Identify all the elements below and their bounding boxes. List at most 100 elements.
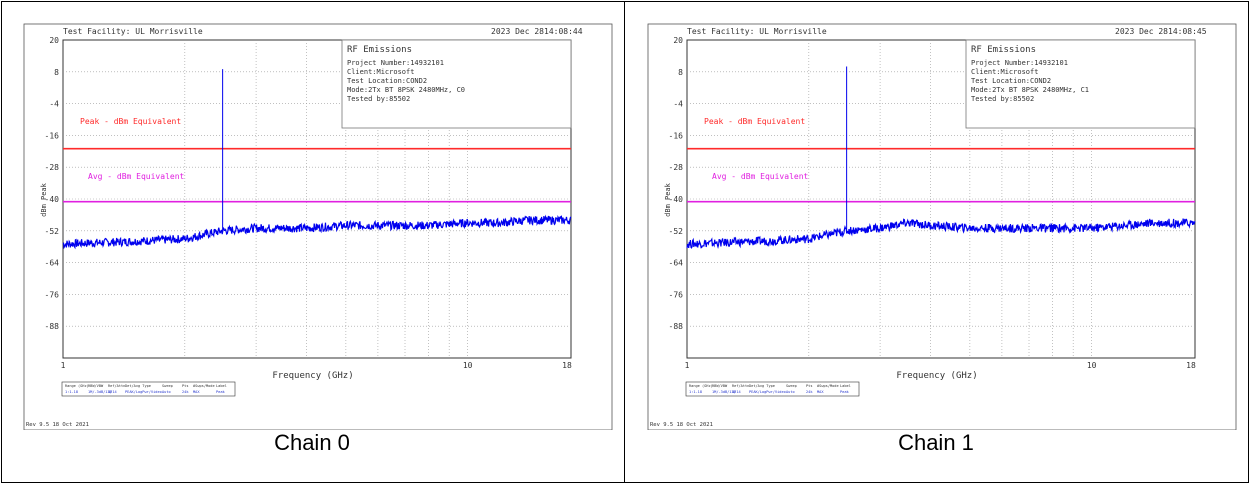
x-tick-label: 18 bbox=[1186, 361, 1196, 370]
chart-caption: Chain 0 bbox=[274, 430, 350, 455]
settings-value-label: Peak bbox=[840, 390, 849, 394]
info-box bbox=[341, 39, 572, 129]
x-tick-label: 1 bbox=[61, 361, 66, 370]
settings-header-det: Det/Avg Type bbox=[749, 384, 775, 388]
y-tick-label: -64 bbox=[669, 259, 684, 268]
y-tick-label: -40 bbox=[45, 195, 60, 204]
y-tick-label: -4 bbox=[49, 100, 59, 109]
footer-revision: Rev 9.5 18 Oct 2021 bbox=[650, 422, 713, 428]
header-date: 2023 Dec 28 bbox=[491, 27, 544, 36]
settings-value-sweep: Auto bbox=[162, 390, 171, 394]
settings-value-range: 1:1-18 bbox=[689, 390, 702, 394]
y-tick-label: -88 bbox=[669, 322, 684, 331]
y-tick-label: -64 bbox=[45, 259, 60, 268]
info-box bbox=[965, 39, 1196, 129]
info-tester: Tested by:85502 bbox=[971, 95, 1034, 103]
settings-value-label: Peak bbox=[216, 390, 225, 394]
y-axis-label: dBm Peak bbox=[40, 182, 48, 217]
settings-value-rbw: 1M/-3dB/13B bbox=[88, 390, 112, 394]
x-tick-label: 10 bbox=[463, 361, 473, 370]
settings-header-ref: Ref/Attn bbox=[108, 384, 125, 388]
info-mode: Mode:2Tx BT 8PSK 2480MHz, C0 bbox=[347, 86, 465, 94]
x-axis-label: Frequency (GHz) bbox=[272, 371, 353, 381]
settings-value-sweep: Auto bbox=[786, 390, 795, 394]
header-time: 14:08:45 bbox=[1168, 27, 1207, 36]
y-tick-label: -4 bbox=[673, 100, 683, 109]
settings-value-ref: 4/14 bbox=[732, 390, 741, 394]
settings-value-swps: MAX bbox=[817, 390, 824, 394]
settings-table: Range (GHz) RBW/VBW Ref/Attn Det/Avg Typ… bbox=[685, 381, 860, 397]
settings-value-rbw: 1M/-3dB/13B bbox=[712, 390, 736, 394]
spectrum-chart: 20 8 -4 -16 -28 -40 -52 -64 -76 -88 1 10 18 Test Fac… bbox=[647, 23, 1237, 430]
y-axis-label: dBm Peak bbox=[664, 182, 672, 217]
peak-limit-label: Peak - dBm Equivalent bbox=[704, 117, 805, 126]
settings-value-det: PEAK/LogPwr/Video bbox=[125, 390, 162, 394]
y-tick-label: -52 bbox=[669, 227, 684, 236]
chart-caption: Chain 1 bbox=[898, 430, 974, 455]
info-title: RF Emissions bbox=[971, 45, 1036, 55]
x-tick-label: 1 bbox=[685, 361, 690, 370]
settings-header-range: Range (GHz) bbox=[65, 384, 89, 388]
settings-header-sweep: Sweep bbox=[786, 384, 797, 388]
info-tester: Tested by:85502 bbox=[347, 95, 410, 103]
y-tick-label: -52 bbox=[45, 227, 60, 236]
settings-header-swps: #Swps/Mode bbox=[817, 384, 839, 388]
settings-header-swps: #Swps/Mode bbox=[193, 384, 215, 388]
peak-limit-label: Peak - dBm Equivalent bbox=[80, 117, 181, 126]
avg-limit-label: Avg - dBm Equivalent bbox=[712, 172, 809, 181]
measurement-trace bbox=[686, 218, 1196, 250]
y-tick-label: -28 bbox=[669, 163, 684, 172]
spectrum-chart: 20 8 -4 -16 -28 -40 -52 -64 -76 -88 1 10 18 Test Fac… bbox=[23, 23, 613, 430]
settings-header-pts: Pts bbox=[806, 384, 813, 388]
y-tick-label: -16 bbox=[45, 131, 60, 140]
y-tick-label: -40 bbox=[669, 195, 684, 204]
info-location: Test Location:COND2 bbox=[971, 77, 1051, 85]
avg-limit-label: Avg - dBm Equivalent bbox=[88, 172, 185, 181]
info-client: Client:Microsoft bbox=[971, 68, 1038, 76]
info-mode: Mode:2Tx BT 8PSK 2480MHz, C1 bbox=[971, 86, 1089, 94]
header-time: 14:08:44 bbox=[544, 27, 583, 36]
settings-header-rbw: RBW/VBW bbox=[88, 384, 104, 388]
settings-header-det: Det/Avg Type bbox=[125, 384, 151, 388]
chart-panel-chain-1: 20 8 -4 -16 -28 -40 -52 -64 -76 -88 1 10 18 Test Fac… bbox=[624, 0, 1248, 485]
y-tick-label: -76 bbox=[669, 290, 684, 299]
info-client: Client:Microsoft bbox=[347, 68, 414, 76]
settings-header-label: Label bbox=[216, 384, 227, 388]
info-project: Project Number:14932101 bbox=[971, 59, 1068, 67]
settings-header-ref: Ref/Attn bbox=[732, 384, 749, 388]
measurement-trace bbox=[62, 214, 572, 250]
info-project: Project Number:14932101 bbox=[347, 59, 444, 67]
y-tick-label: 8 bbox=[678, 68, 683, 77]
footer-revision: Rev 9.5 18 Oct 2021 bbox=[26, 422, 89, 428]
settings-header-label: Label bbox=[840, 384, 851, 388]
settings-table-box bbox=[685, 381, 860, 397]
settings-value-pts: 24k bbox=[806, 390, 813, 394]
info-location: Test Location:COND2 bbox=[347, 77, 427, 85]
settings-value-range: 1:1-18 bbox=[65, 390, 78, 394]
settings-value-det: PEAK/LogPwr/Video bbox=[749, 390, 786, 394]
y-tick-label: -88 bbox=[45, 322, 60, 331]
settings-header-rbw: RBW/VBW bbox=[712, 384, 728, 388]
y-tick-label: -16 bbox=[669, 131, 684, 140]
header-facility: Test Facility: UL Morrisville bbox=[687, 27, 827, 36]
info-title: RF Emissions bbox=[347, 45, 412, 55]
settings-header-range: Range (GHz) bbox=[689, 384, 713, 388]
x-tick-label: 10 bbox=[1087, 361, 1097, 370]
settings-value-ref: 4/14 bbox=[108, 390, 117, 394]
settings-value-swps: MAX bbox=[193, 390, 200, 394]
settings-value-pts: 24k bbox=[182, 390, 189, 394]
y-tick-label: 8 bbox=[54, 68, 59, 77]
y-tick-label: -28 bbox=[45, 163, 60, 172]
x-tick-label: 18 bbox=[562, 361, 572, 370]
chart-panel-chain-0: 20 8 -4 -16 -28 -40 -52 -64 -76 -88 1 10 18 Test Fac… bbox=[0, 0, 624, 485]
panel-divider bbox=[624, 1, 625, 483]
y-tick-label: 20 bbox=[49, 36, 59, 45]
settings-table-box bbox=[61, 381, 236, 397]
settings-table: Range (GHz) RBW/VBW Ref/Attn Det/Avg Typ… bbox=[61, 381, 236, 397]
y-tick-label: 20 bbox=[673, 36, 683, 45]
x-axis-label: Frequency (GHz) bbox=[896, 371, 977, 381]
header-facility: Test Facility: UL Morrisville bbox=[63, 27, 203, 36]
settings-header-pts: Pts bbox=[182, 384, 189, 388]
y-tick-label: -76 bbox=[45, 290, 60, 299]
